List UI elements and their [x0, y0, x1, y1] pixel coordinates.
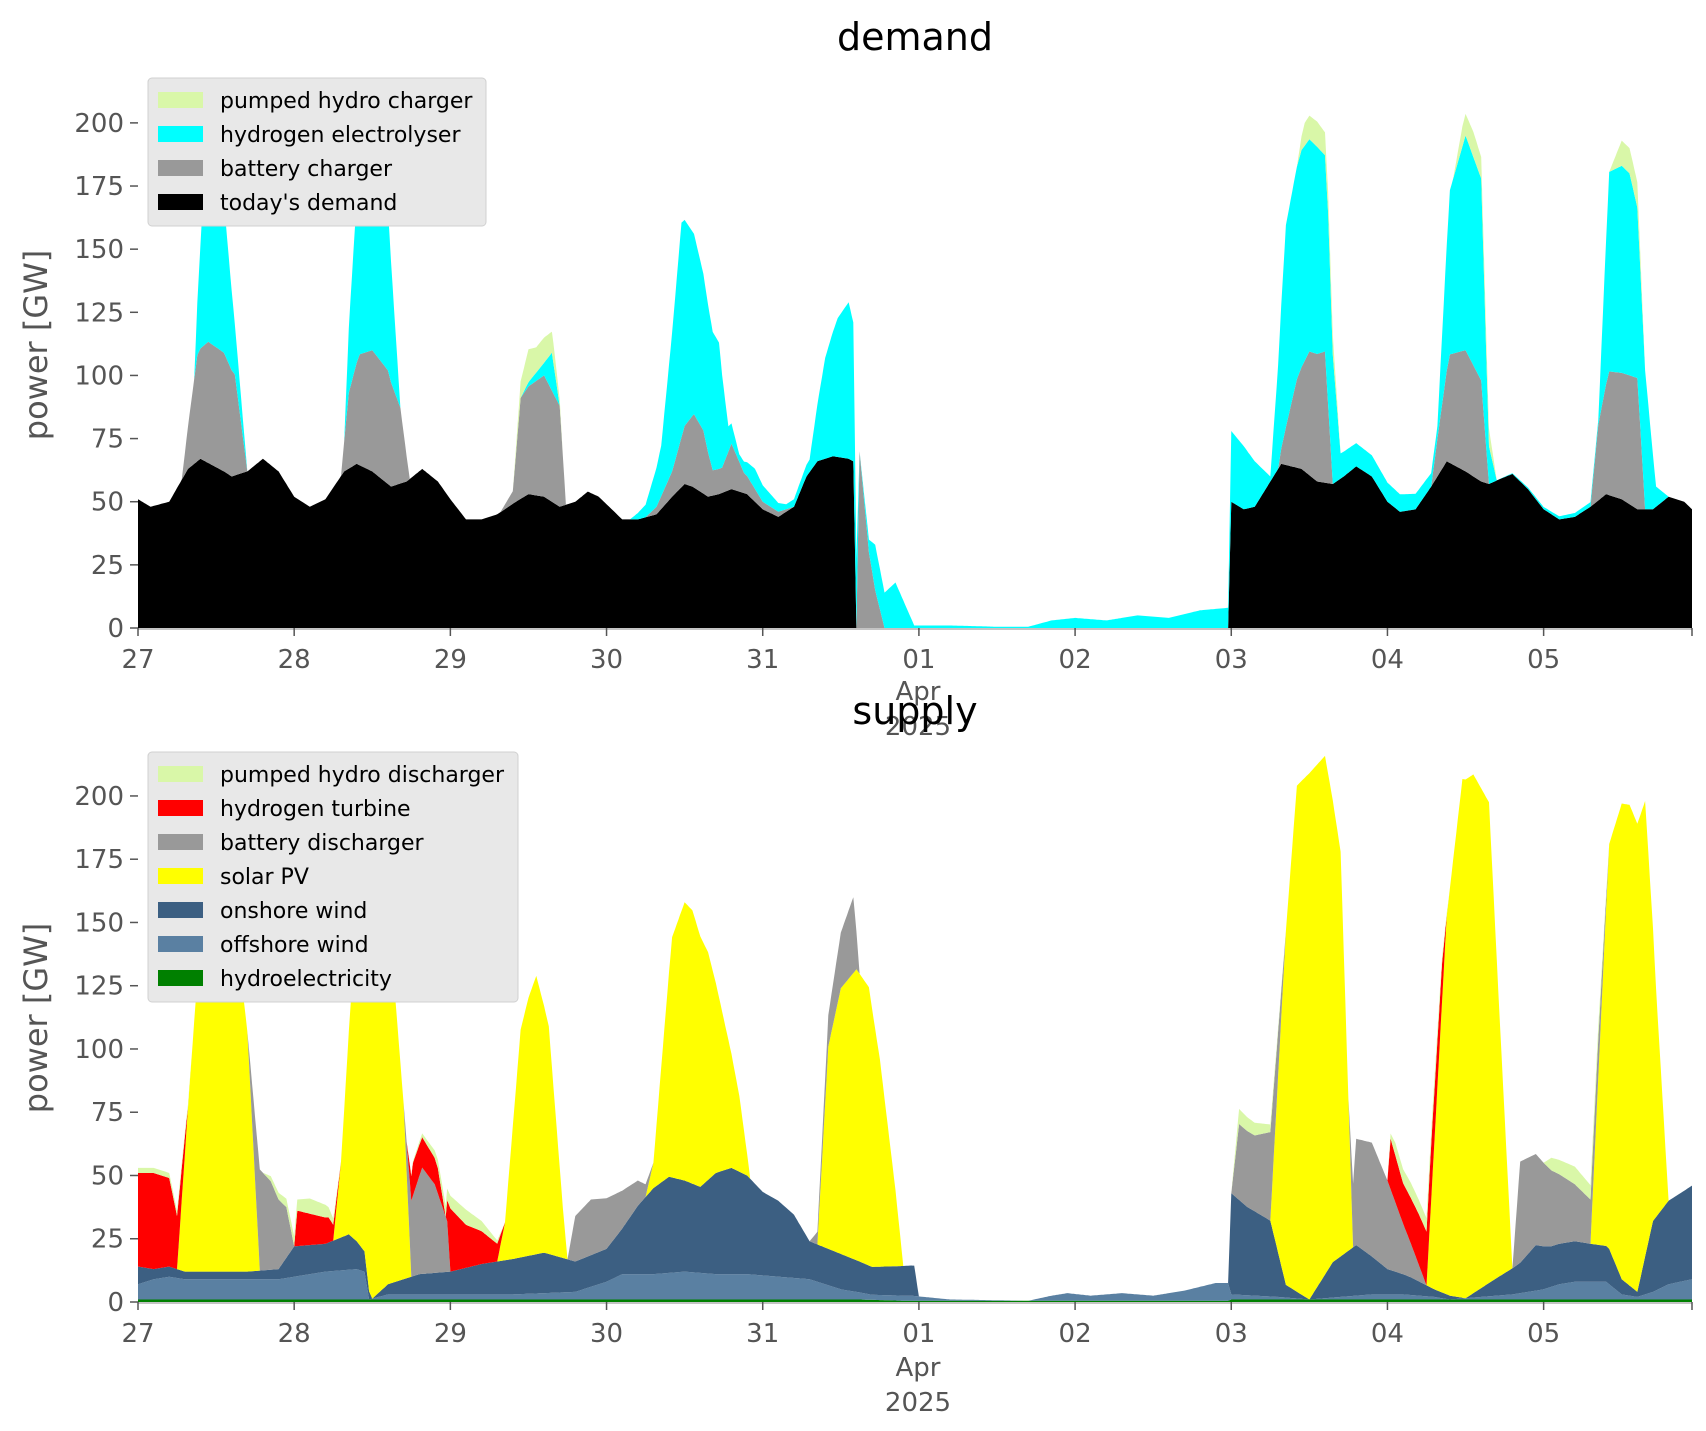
supply-x-axis-label-line2: 2025 [885, 1388, 951, 1418]
demand-x-axis-label-line1: Apr [896, 677, 941, 707]
area-offshore-wind [138, 1269, 1692, 1301]
demand-axes: 0 25 50 75 100 125 150 175 200 27 28 29 30 31 01 02 03 04… [74, 109, 1693, 675]
legend-label-offshore-wind: offshore wind [220, 933, 369, 958]
y-tick-label: 175 [74, 172, 124, 202]
legend-swatch-battery-charger [158, 160, 203, 176]
x-tick-label: 02 [1059, 1319, 1092, 1349]
y-tick-label: 75 [91, 425, 124, 455]
x-tick-label: 03 [1215, 1319, 1248, 1349]
supply-panel: supply power [GW] 0 25 50 75 100 125 150 175 200… [17, 689, 1693, 1418]
y-tick-label: 100 [74, 361, 124, 391]
supply-legend: pumped hydro discharger hydrogen turbine b… [147, 751, 519, 1003]
demand-panel: demand power [GW] 0 25 50 75 100 125 150 175 200… [17, 15, 1693, 742]
x-tick-label: 02 [1059, 645, 1092, 675]
demand-legend: pumped hydro charger hydrogen electrolyse… [147, 77, 487, 227]
area-solar-pv [138, 755, 1692, 1301]
y-tick-label: 50 [91, 488, 124, 518]
demand-chart-title: demand [837, 15, 993, 59]
area-battery-charger [138, 341, 1692, 628]
legend-box [147, 751, 519, 1003]
x-tick-label: 27 [121, 645, 154, 675]
legend-swatch-pumped-hydro-charger [158, 92, 203, 108]
legend-box [147, 77, 487, 227]
x-tick-label: 05 [1527, 1319, 1560, 1349]
area-battery-discharger [138, 755, 1692, 1301]
legend-swatch-hydroelectricity [158, 970, 203, 986]
legend-swatch-today-s-demand [158, 194, 203, 210]
y-tick-label: 200 [74, 109, 124, 139]
legend-swatch-pumped-hydro-discharger [158, 766, 203, 782]
x-tick-label: 30 [590, 1319, 623, 1349]
legend-label-battery-discharger: battery discharger [220, 831, 425, 856]
x-tick-label: 28 [278, 1319, 311, 1349]
y-tick-label: 175 [74, 845, 124, 875]
y-tick-label: 0 [107, 1288, 124, 1318]
legend-label-solar-pv: solar PV [220, 865, 309, 890]
y-tick-label: 0 [107, 614, 124, 644]
legend-swatch-battery-discharger [158, 834, 203, 850]
y-tick-label: 125 [74, 972, 124, 1002]
demand-y-axis-label: power [GW] [17, 250, 55, 440]
y-tick-label: 150 [74, 235, 124, 265]
area-hydrogen-electrolyser [138, 122, 1692, 629]
demand-areas [138, 113, 1692, 629]
x-tick-label: 04 [1371, 1319, 1404, 1349]
demand-x-axis-label-line2: 2025 [885, 712, 951, 742]
supply-y-axis-label: power [GW] [17, 923, 55, 1113]
y-tick-label: 100 [74, 1035, 124, 1065]
legend-swatch-hydrogen-electrolyser [158, 126, 203, 142]
x-tick-label: 01 [902, 1319, 935, 1349]
x-tick-label: 28 [278, 645, 311, 675]
legend-swatch-solar-pv [158, 868, 203, 884]
legend-label-pumped-hydro-charger: pumped hydro charger [220, 89, 473, 114]
supply-chart-title: supply [852, 689, 977, 733]
area-today-s-demand [138, 456, 1692, 628]
area-hydroelectricity [138, 1299, 1692, 1302]
area-onshore-wind [138, 1167, 1692, 1301]
x-tick-label: 05 [1527, 645, 1560, 675]
x-tick-label: 01 [902, 645, 935, 675]
legend-label-today-s-demand: today's demand [220, 191, 397, 216]
y-tick-label: 25 [91, 1225, 124, 1255]
y-tick-label: 50 [91, 1161, 124, 1191]
x-tick-label: 31 [746, 645, 779, 675]
legend-swatch-onshore-wind [158, 902, 203, 918]
x-tick-label: 31 [746, 1319, 779, 1349]
y-tick-label: 150 [74, 908, 124, 938]
x-tick-label: 29 [434, 1319, 467, 1349]
legend-label-hydroelectricity: hydroelectricity [220, 967, 392, 992]
x-tick-label: 27 [121, 1319, 154, 1349]
legend-label-pumped-hydro-discharger: pumped hydro discharger [220, 763, 505, 788]
legend-label-hydrogen-electrolyser: hydrogen electrolyser [220, 123, 461, 148]
x-tick-label: 30 [590, 645, 623, 675]
legend-label-onshore-wind: onshore wind [220, 899, 367, 924]
supply-x-axis-label-line1: Apr [896, 1353, 941, 1383]
supply-axes: 0 25 50 75 100 125 150 175 200 27 28 29 30 31 01 02 03 04… [74, 782, 1693, 1349]
x-tick-label: 04 [1371, 645, 1404, 675]
y-tick-label: 125 [74, 298, 124, 328]
y-tick-label: 75 [91, 1098, 124, 1128]
y-tick-label: 25 [91, 551, 124, 581]
x-tick-label: 03 [1215, 645, 1248, 675]
legend-swatch-offshore-wind [158, 936, 203, 952]
legend-label-battery-charger: battery charger [220, 157, 393, 182]
legend-label-hydrogen-turbine: hydrogen turbine [220, 797, 411, 822]
x-tick-label: 29 [434, 645, 467, 675]
legend-swatch-hydrogen-turbine [158, 800, 203, 816]
y-tick-label: 200 [74, 782, 124, 812]
supply-areas [138, 755, 1692, 1302]
